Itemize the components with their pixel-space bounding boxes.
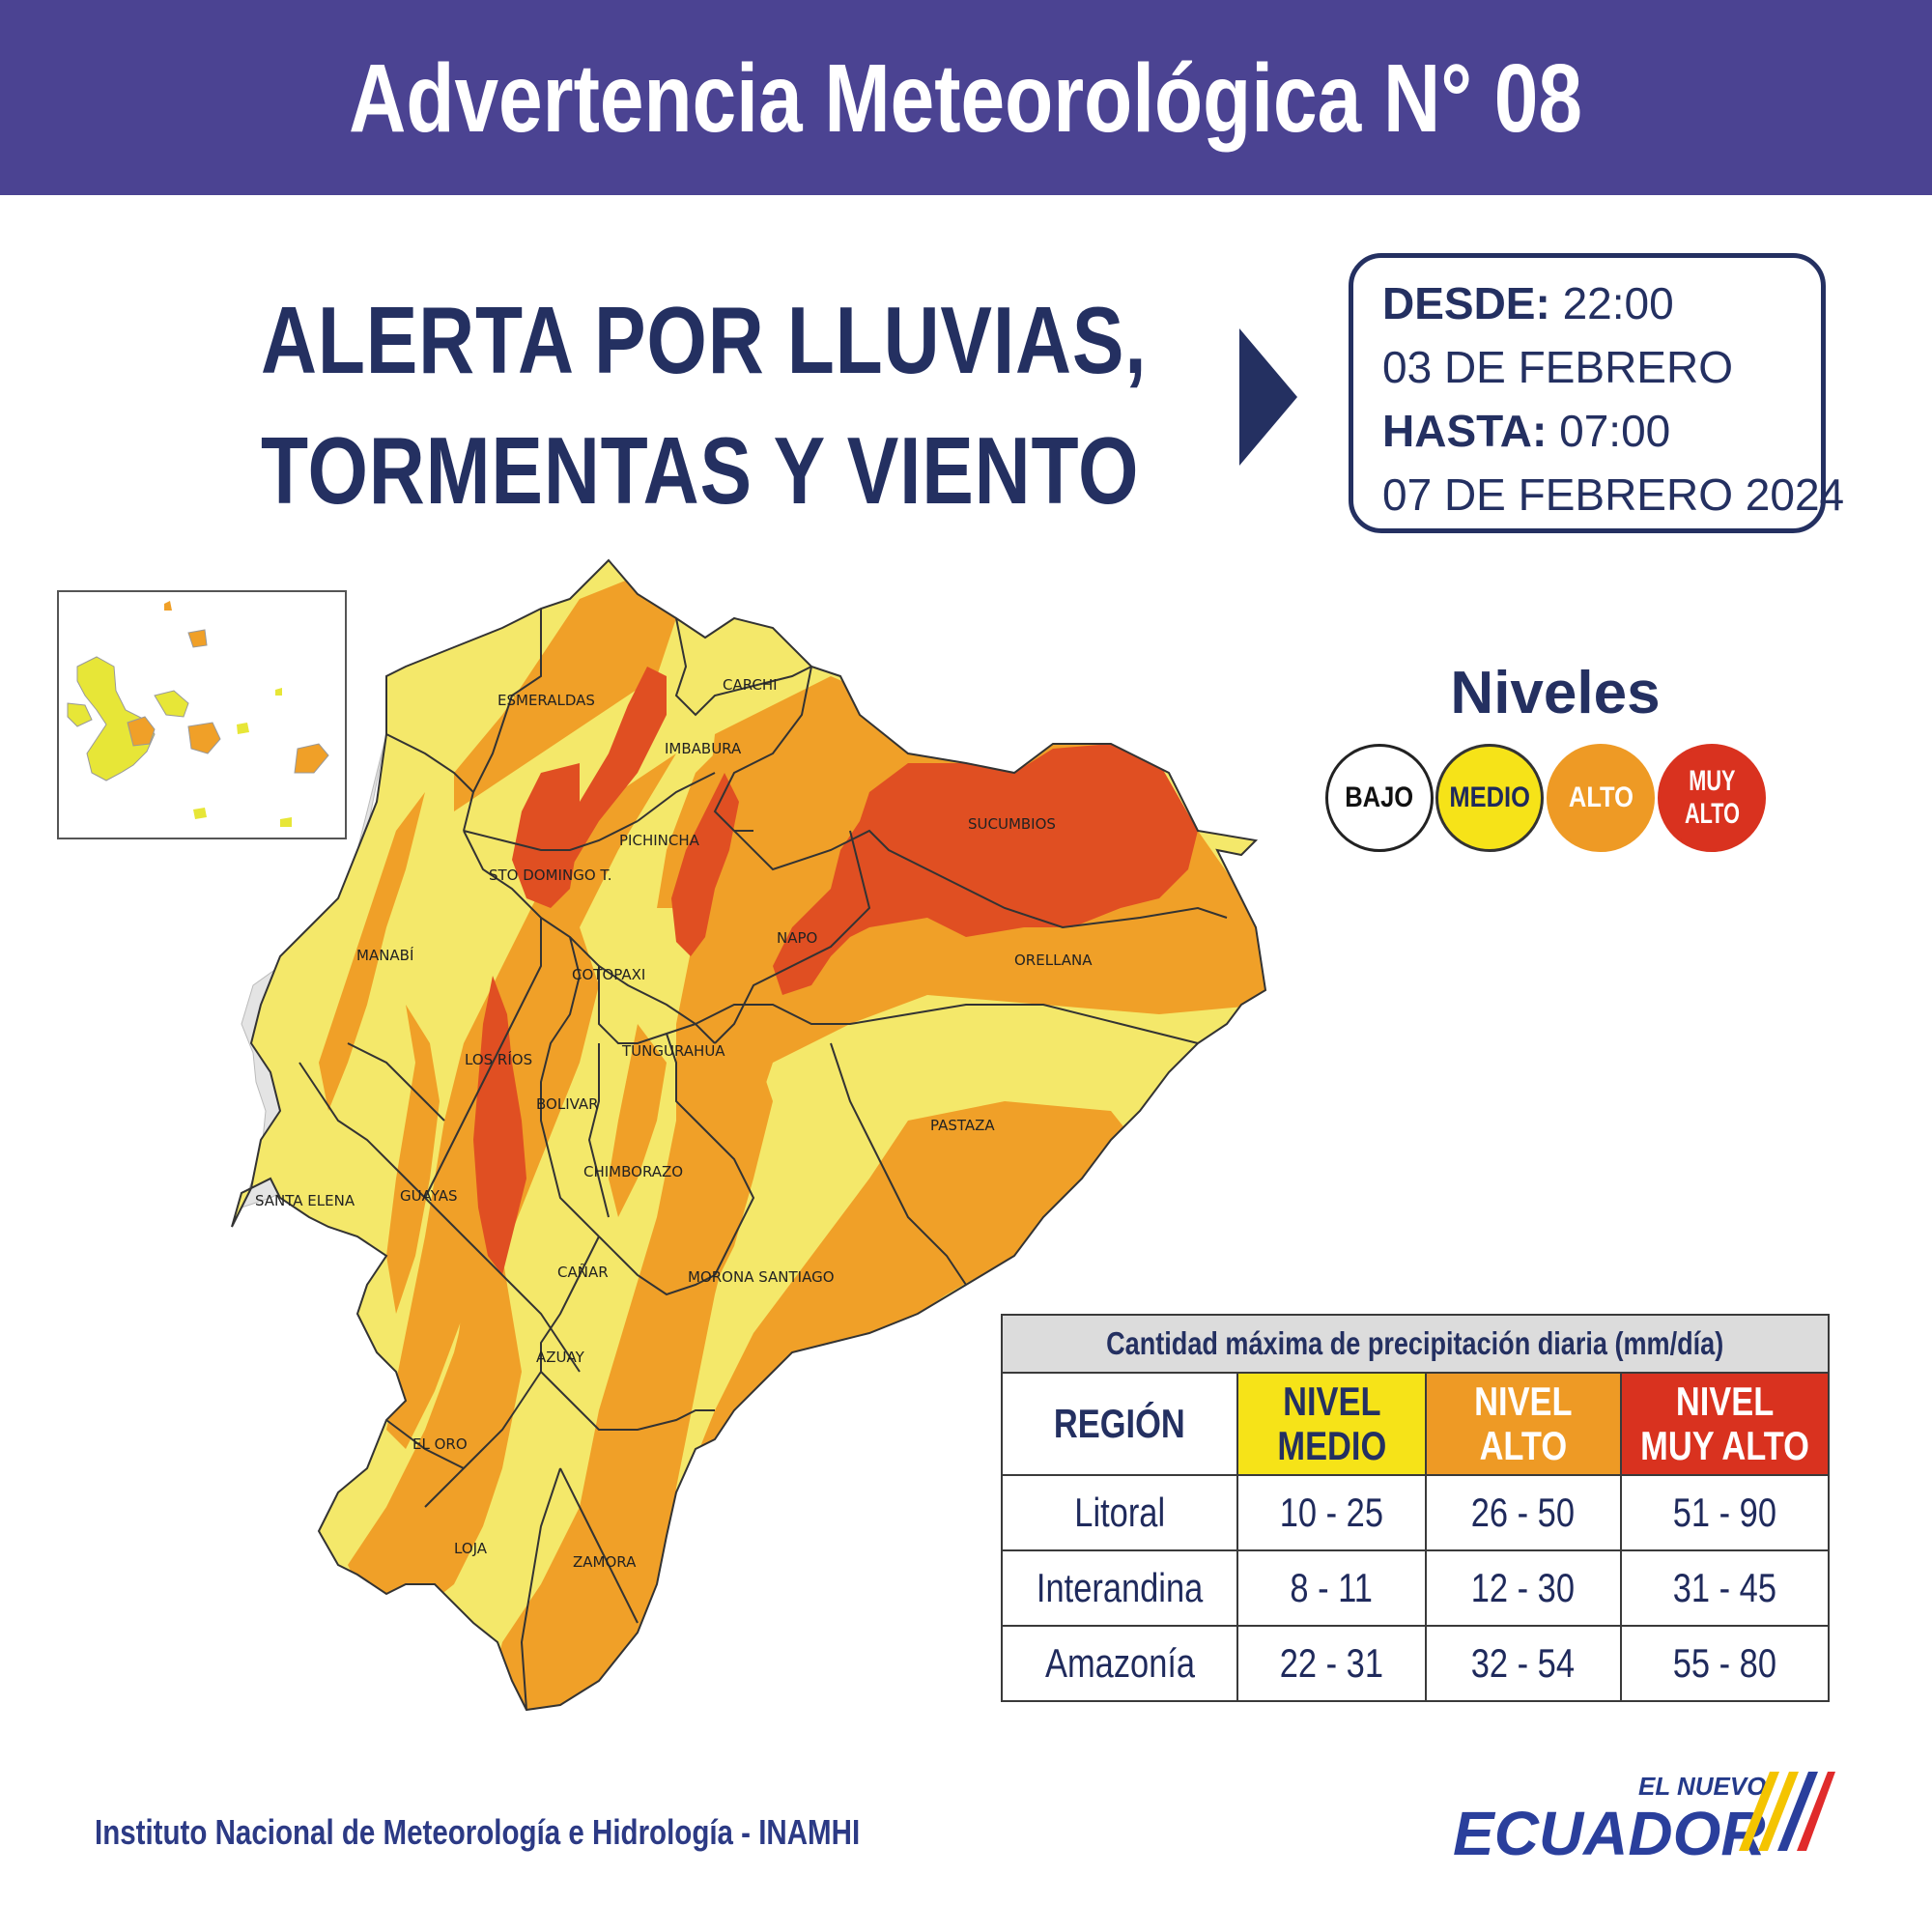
label-los-rios: LOS RÍOS bbox=[465, 1050, 532, 1068]
arrow-right-icon bbox=[1239, 328, 1297, 466]
label-sucumbios: SUCUMBIOS bbox=[968, 815, 1056, 833]
cell-medio: 8 - 11 bbox=[1236, 1549, 1427, 1627]
alert-title: ALERTA POR LLUVIAS, TORMENTAS Y VIENTO bbox=[261, 275, 1342, 536]
hasta-row: HASTA: 07:00 bbox=[1382, 406, 1671, 456]
province-boundaries bbox=[231, 558, 1267, 1712]
level-alto-badge: ALTO bbox=[1547, 744, 1655, 852]
cell-muy-alto: 31 - 45 bbox=[1619, 1549, 1831, 1627]
cell-medio: 10 - 25 bbox=[1236, 1474, 1427, 1551]
cell-muy-alto: 55 - 80 bbox=[1619, 1625, 1831, 1702]
label-canar: CAÑAR bbox=[557, 1263, 609, 1281]
alert-title-line-2: TORMENTAS Y VIENTO bbox=[261, 417, 1140, 524]
cell-region: Litoral bbox=[1000, 1474, 1239, 1551]
label-loja: LOJA bbox=[454, 1540, 488, 1557]
label-bolivar: BOLIVAR bbox=[536, 1095, 599, 1113]
label-sto-domingo: STO DOMINGO T. bbox=[489, 867, 612, 884]
label-pastaza: PASTAZA bbox=[930, 1117, 995, 1134]
levels-title: Niveles bbox=[1450, 660, 1661, 726]
header-region: REGIÓN bbox=[1000, 1372, 1239, 1476]
label-chimborazo: CHIMBORAZO bbox=[583, 1163, 683, 1180]
label-esmeraldas: ESMERALDAS bbox=[497, 692, 595, 709]
precipitation-table: Cantidad máxima de precipitación diaria … bbox=[1000, 1314, 1831, 1702]
cell-muy-alto: 51 - 90 bbox=[1619, 1474, 1831, 1551]
cell-medio: 22 - 31 bbox=[1236, 1625, 1427, 1702]
label-santa-elena: SANTA ELENA bbox=[255, 1192, 355, 1209]
level-bajo-badge: BAJO bbox=[1325, 744, 1434, 852]
ecuador-warning-map: ESMERALDAS CARCHI IMBABURA PICHINCHA SUC… bbox=[57, 558, 1267, 1712]
level-muy-alto-badge: MUY ALTO bbox=[1658, 744, 1766, 852]
svg-text:EL NUEVO: EL NUEVO bbox=[1638, 1772, 1766, 1801]
svg-text:ECUADOR: ECUADOR bbox=[1453, 1799, 1766, 1868]
galapagos-inset bbox=[57, 590, 347, 839]
header-nivel-medio: NIVEL MEDIO bbox=[1236, 1372, 1427, 1476]
label-morona-santiago: MORONA SANTIAGO bbox=[688, 1268, 835, 1286]
hasta-date: 07 DE FEBRERO 2024 bbox=[1382, 469, 1845, 520]
label-azuay: AZUAY bbox=[536, 1349, 585, 1366]
label-guayas: GUAYAS bbox=[400, 1187, 457, 1205]
label-napo: NAPO bbox=[777, 929, 817, 947]
table-row: Amazonía 22 - 31 32 - 54 55 - 80 bbox=[1000, 1625, 1831, 1702]
label-imbabura: IMBABURA bbox=[665, 740, 742, 757]
institution-name: Instituto Nacional de Meteorología e Hid… bbox=[95, 1812, 861, 1852]
label-orellana: ORELLANA bbox=[1014, 952, 1093, 969]
header-nivel-alto: NIVEL ALTO bbox=[1424, 1372, 1622, 1476]
table-row: Litoral 10 - 25 26 - 50 51 - 90 bbox=[1000, 1474, 1831, 1551]
header-title: Advertencia Meteorológica N° 08 bbox=[349, 44, 1583, 153]
label-el-oro: EL ORO bbox=[412, 1435, 468, 1453]
cell-alto: 26 - 50 bbox=[1424, 1474, 1622, 1551]
label-manabi: MANABÍ bbox=[356, 946, 413, 964]
label-tungurahua: TUNGURAHUA bbox=[621, 1042, 725, 1060]
cell-region: Amazonía bbox=[1000, 1625, 1239, 1702]
el-nuevo-ecuador-logo: EL NUEVO ECUADOR bbox=[1453, 1772, 1835, 1868]
table-row: Interandina 8 - 11 12 - 30 31 - 45 bbox=[1000, 1549, 1831, 1627]
level-medio-badge: MEDIO bbox=[1435, 744, 1544, 852]
header-banner: Advertencia Meteorológica N° 08 bbox=[0, 0, 1932, 195]
validity-box: DESDE: 22:00 03 DE FEBRERO HASTA: 07:00 … bbox=[1349, 253, 1845, 533]
desde-row: DESDE: 22:00 bbox=[1382, 278, 1674, 328]
label-carchi: CARCHI bbox=[723, 676, 778, 694]
alert-title-line-1: ALERTA POR LLUVIAS, bbox=[261, 287, 1148, 393]
table-caption: Cantidad máxima de precipitación diaria … bbox=[1001, 1314, 1830, 1374]
cell-alto: 12 - 30 bbox=[1424, 1549, 1622, 1627]
header-nivel-muy-alto: NIVEL MUY ALTO bbox=[1619, 1372, 1831, 1476]
label-zamora: ZAMORA bbox=[573, 1553, 637, 1571]
cell-alto: 32 - 54 bbox=[1424, 1625, 1622, 1702]
province-labels: ESMERALDAS CARCHI IMBABURA PICHINCHA SUC… bbox=[255, 676, 1093, 1571]
label-cotopaxi: COTOPAXI bbox=[572, 966, 645, 983]
cell-region: Interandina bbox=[1000, 1549, 1239, 1627]
label-pichincha: PICHINCHA bbox=[619, 832, 700, 849]
desde-date: 03 DE FEBRERO bbox=[1382, 342, 1733, 392]
